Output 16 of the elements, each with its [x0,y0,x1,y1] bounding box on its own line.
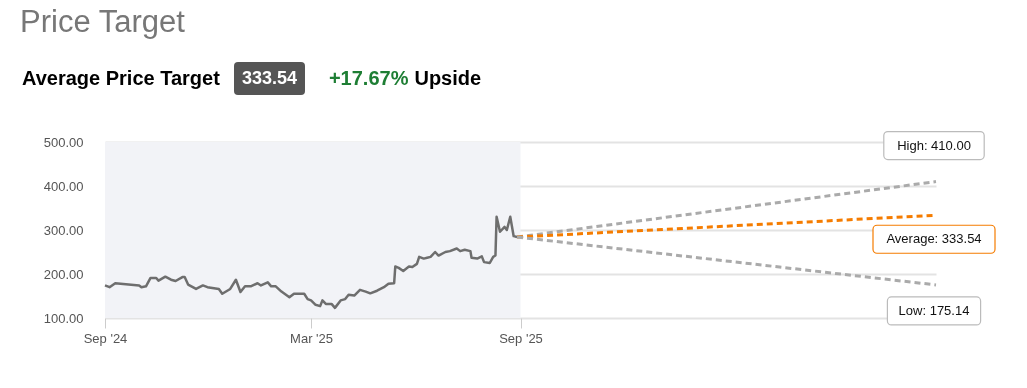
y-tick-label: 400.00 [43,178,84,194]
x-tick-label: Sep '24 [83,330,128,346]
y-tick-label: 200.00 [43,266,84,282]
annotation: Average: 333.54 [886,231,982,247]
x-tick-label: Sep '25 [499,330,543,346]
y-tick-label: 300.00 [43,222,84,238]
y-tick-label: 500.00 [43,134,84,150]
annotation: Low: 175.14 [898,302,970,318]
chart-title: Price Target [20,4,185,40]
text: +17.67% [328,67,409,90]
x-tick-label: Mar '25 [290,330,334,346]
text: 333.54 [233,62,305,95]
annotation: High: 410.00 [897,137,971,153]
chart-subtitle: Average Price Target [22,67,220,90]
y-tick-label: 100.00 [43,310,84,326]
text: Upside [414,67,482,90]
